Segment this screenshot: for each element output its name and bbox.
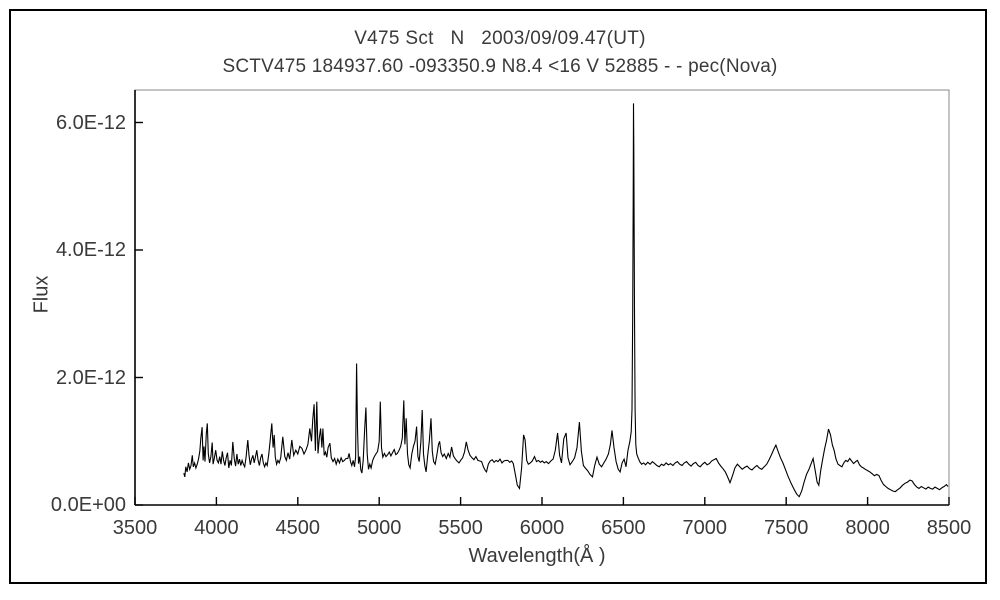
axis-ticks	[134, 121, 950, 506]
x-tick-label: 6500	[601, 517, 646, 539]
x-tick-label: 7000	[682, 517, 728, 539]
y-tick-label: 6.0E-12	[55, 111, 126, 134]
y-tick-label: 2.0E-12	[55, 366, 126, 389]
x-tick-label: 8000	[845, 517, 890, 539]
figure-border	[9, 9, 987, 584]
chart-title: V475 Sct N 2003/09/09.47(UT)	[354, 28, 646, 49]
x-tick-label: 5000	[356, 517, 402, 539]
x-tick-label: 7500	[763, 517, 809, 539]
spectrum-line	[183, 103, 949, 498]
x-tick-label: 4000	[194, 517, 239, 539]
x-tick-label: 5500	[438, 517, 483, 539]
x-tick-label: 3500	[112, 517, 158, 539]
chart-subtitle: SCTV475 184937.60 -093350.9 N8.4 <16 V 5…	[222, 56, 778, 77]
x-tick-label: 6000	[519, 517, 565, 539]
x-axis-label-wavelength: Wavelength(Å )	[468, 545, 606, 567]
y-tick-label: 0.0E+00	[50, 494, 126, 516]
x-tick-label: 8500	[926, 517, 972, 539]
x-tick-label: 4500	[275, 517, 321, 539]
y-tick-label: 4.0E-12	[55, 239, 126, 261]
plot-frame	[134, 89, 950, 506]
